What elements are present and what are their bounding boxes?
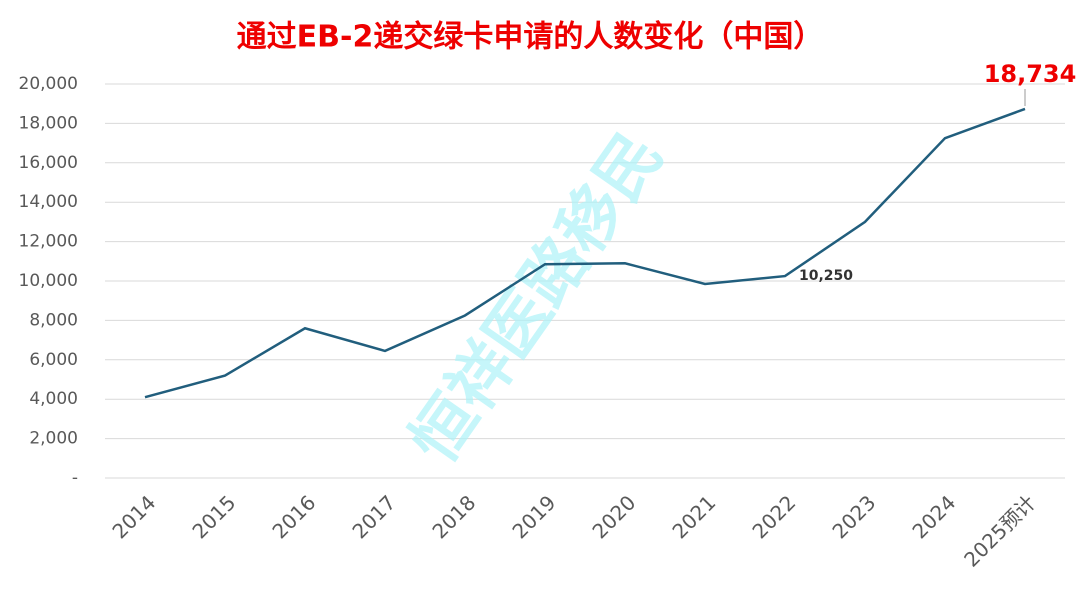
y-tick-label: 12,000 — [19, 232, 78, 252]
y-tick-label: - — [72, 468, 78, 488]
x-tick-label: 2020 — [587, 490, 640, 543]
chart-title: 通过EB-2递交绿卡申请的人数变化（中国） — [237, 20, 824, 55]
x-tick-label: 2016 — [267, 490, 320, 543]
data-label: 18,734 — [984, 60, 1077, 88]
y-tick-label: 8,000 — [29, 310, 78, 330]
x-tick-label: 2024 — [907, 490, 960, 543]
watermark: 恒祥医路移民 — [397, 120, 678, 477]
y-tick-label: 16,000 — [19, 153, 78, 173]
x-tick-label: 2021 — [667, 490, 720, 543]
x-tick-label: 2023 — [827, 490, 880, 543]
y-tick-label: 14,000 — [19, 192, 78, 212]
y-tick-label: 18,000 — [19, 113, 78, 133]
y-tick-label: 2,000 — [29, 429, 78, 449]
x-tick-label: 2015 — [187, 490, 240, 543]
data-label: 10,250 — [799, 268, 853, 284]
y-tick-label: 10,000 — [19, 271, 78, 291]
y-tick-label: 6,000 — [29, 350, 78, 370]
line — [144, 107, 1026, 399]
x-tick-label: 2019 — [507, 490, 560, 543]
x-tick-label: 2014 — [107, 490, 160, 543]
y-tick-label: 20,000 — [19, 74, 78, 94]
x-tick-label: 2025预计 — [959, 490, 1040, 571]
y-tick-label: 4,000 — [29, 389, 78, 409]
x-tick-label: 2018 — [427, 490, 480, 543]
x-tick-label: 2017 — [347, 490, 400, 543]
x-tick-label: 2022 — [747, 490, 800, 543]
